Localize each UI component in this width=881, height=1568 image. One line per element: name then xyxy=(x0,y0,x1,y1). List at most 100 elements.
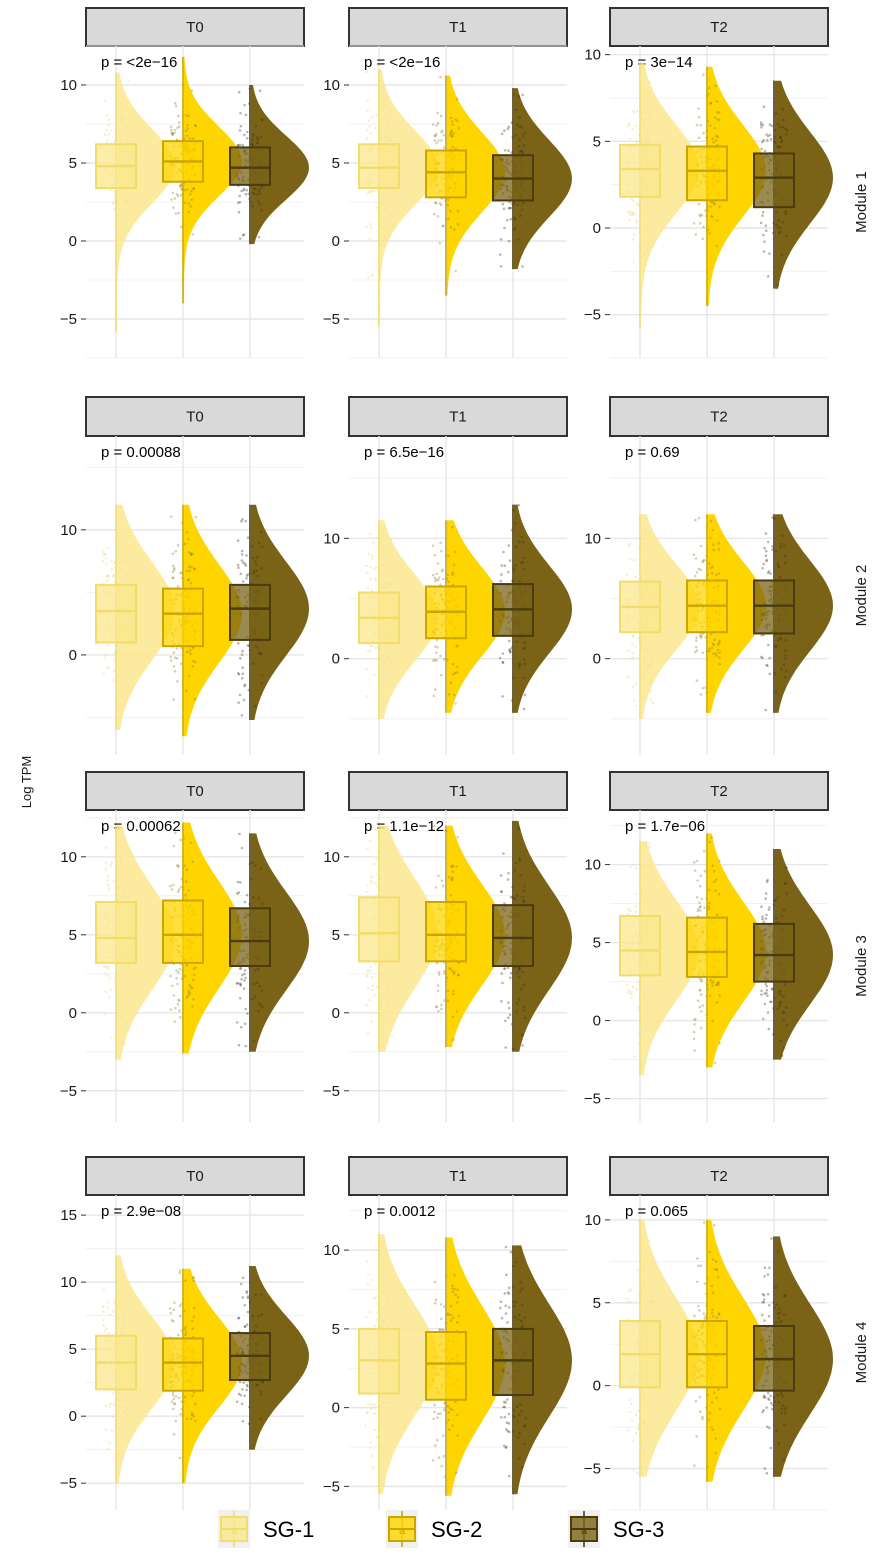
group-sg-2 xyxy=(162,56,242,304)
data-point xyxy=(191,1327,194,1330)
data-point xyxy=(386,109,390,112)
data-point xyxy=(366,276,370,279)
data-point xyxy=(259,135,263,138)
data-point xyxy=(117,1433,120,1437)
data-point xyxy=(509,650,512,653)
data-point xyxy=(516,1001,519,1005)
data-point xyxy=(372,673,376,677)
data-point xyxy=(261,1381,265,1384)
data-point xyxy=(780,1412,783,1415)
data-point xyxy=(505,218,509,222)
data-point xyxy=(628,542,632,545)
data-point xyxy=(450,878,454,882)
data-point xyxy=(509,217,512,221)
data-point xyxy=(693,1018,696,1022)
data-point xyxy=(432,1417,435,1421)
data-point xyxy=(434,886,438,889)
data-point xyxy=(767,908,771,912)
data-point xyxy=(189,841,193,845)
data-point xyxy=(239,572,243,576)
data-point xyxy=(521,1033,524,1036)
data-point xyxy=(237,210,241,214)
data-point xyxy=(505,1428,508,1431)
box-iqr xyxy=(492,904,534,967)
data-point xyxy=(451,525,454,529)
data-point xyxy=(767,570,771,573)
data-point xyxy=(522,658,526,661)
data-point xyxy=(695,895,699,899)
data-point xyxy=(244,1325,247,1328)
data-point xyxy=(635,1471,639,1474)
data-point xyxy=(440,569,444,573)
data-point xyxy=(122,892,125,895)
data-point xyxy=(176,544,180,547)
data-point xyxy=(239,1394,243,1397)
data-point xyxy=(523,1424,527,1427)
data-point xyxy=(697,203,701,206)
data-point xyxy=(517,238,520,241)
data-point xyxy=(513,227,517,230)
data-point xyxy=(389,851,392,854)
data-point xyxy=(699,993,703,996)
data-point xyxy=(766,1273,770,1276)
data-point xyxy=(436,215,440,218)
data-point xyxy=(649,116,652,120)
data-point xyxy=(762,105,766,108)
data-point xyxy=(120,116,123,119)
data-point xyxy=(718,639,721,643)
data-point xyxy=(244,1007,248,1011)
data-point xyxy=(171,1320,175,1323)
data-point xyxy=(116,1390,119,1393)
data-point xyxy=(246,573,250,576)
data-point xyxy=(631,199,635,202)
data-point xyxy=(236,880,240,884)
data-point xyxy=(123,202,127,206)
data-point xyxy=(105,562,108,565)
data-point xyxy=(390,1034,394,1037)
data-point xyxy=(784,554,787,557)
data-point xyxy=(522,1425,526,1428)
data-point xyxy=(500,890,503,893)
data-point xyxy=(502,852,505,855)
data-point xyxy=(442,1454,446,1458)
data-point xyxy=(506,1398,509,1401)
data-point xyxy=(698,1395,701,1399)
data-point xyxy=(761,915,764,918)
data-point xyxy=(715,219,719,222)
data-point xyxy=(176,126,179,130)
data-point xyxy=(126,199,129,203)
data-point xyxy=(765,559,768,563)
data-point xyxy=(126,881,130,885)
data-point xyxy=(504,1019,507,1023)
data-point xyxy=(258,89,262,92)
data-point xyxy=(715,1316,719,1319)
data-point xyxy=(178,121,181,124)
data-point xyxy=(500,1000,503,1003)
data-point xyxy=(433,134,437,137)
data-point xyxy=(183,201,187,205)
data-point xyxy=(779,135,782,139)
data-point xyxy=(712,548,716,552)
data-point xyxy=(778,1307,781,1310)
data-point xyxy=(188,992,191,995)
data-point xyxy=(644,139,648,142)
data-point xyxy=(518,858,521,862)
data-point xyxy=(636,220,639,224)
group-sg-2 xyxy=(425,75,505,296)
data-point xyxy=(628,657,632,661)
data-point xyxy=(174,831,177,835)
data-point xyxy=(770,124,773,128)
data-point xyxy=(254,1324,258,1328)
data-point xyxy=(259,652,262,655)
data-point xyxy=(504,1046,508,1049)
data-point xyxy=(785,1006,788,1009)
data-point xyxy=(626,210,630,214)
data-point xyxy=(106,1306,110,1309)
data-point xyxy=(762,1300,766,1304)
group-sg-3 xyxy=(753,80,833,289)
density-half-violin xyxy=(641,1219,699,1477)
data-point xyxy=(437,874,440,878)
data-point xyxy=(122,1331,125,1334)
data-point xyxy=(783,1408,787,1411)
